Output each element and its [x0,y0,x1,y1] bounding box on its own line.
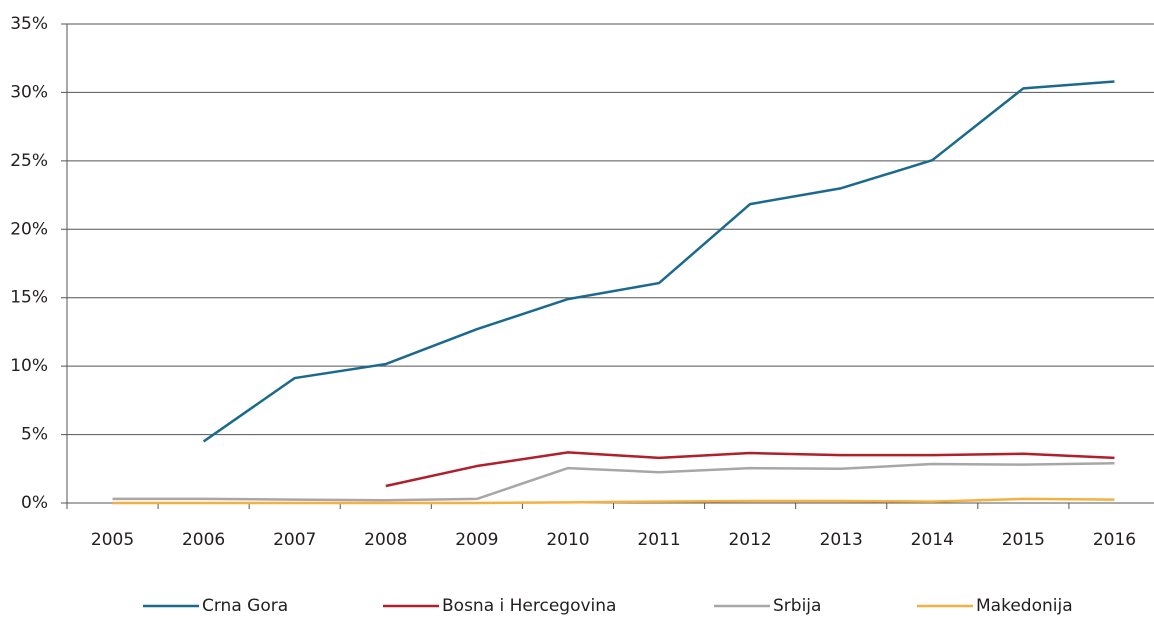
y-tick-label: 30% [10,82,48,102]
series-line [112,497,1115,505]
x-tick-label: 2015 [1002,530,1045,550]
legend-label: Makedonija [976,596,1073,616]
legend-label: Crna Gora [202,596,288,616]
y-tick-label: 20% [10,219,48,239]
legend-label: Bosna i Hercegovina [442,596,616,616]
series-line [202,80,1115,443]
x-tick-label: 2014 [911,530,954,550]
y-tick-label: 35% [10,14,48,34]
y-tick-label: 5% [21,425,48,445]
legend-label: Srbija [773,596,821,616]
x-tick-label: 2007 [273,530,316,550]
y-tick-label: 0% [21,493,48,513]
series-line [385,451,1115,488]
x-tick-label: 2005 [91,530,134,550]
x-tick-label: 2016 [1093,530,1136,550]
x-tick-label: 2009 [455,530,498,550]
y-tick-label: 10% [10,356,48,376]
x-tick-label: 2008 [364,530,407,550]
y-tick-label: 25% [10,151,48,171]
series-line [112,462,1115,502]
y-tick-label: 15% [10,288,48,308]
x-tick-label: 2011 [637,530,680,550]
x-tick-label: 2013 [820,530,863,550]
x-tick-label: 2010 [546,530,589,550]
x-tick-label: 2012 [728,530,771,550]
x-tick-label: 2006 [182,530,225,550]
